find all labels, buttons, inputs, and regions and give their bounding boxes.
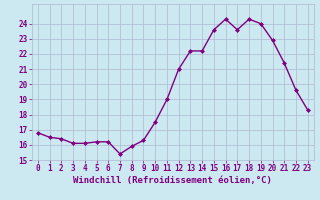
- X-axis label: Windchill (Refroidissement éolien,°C): Windchill (Refroidissement éolien,°C): [73, 176, 272, 185]
